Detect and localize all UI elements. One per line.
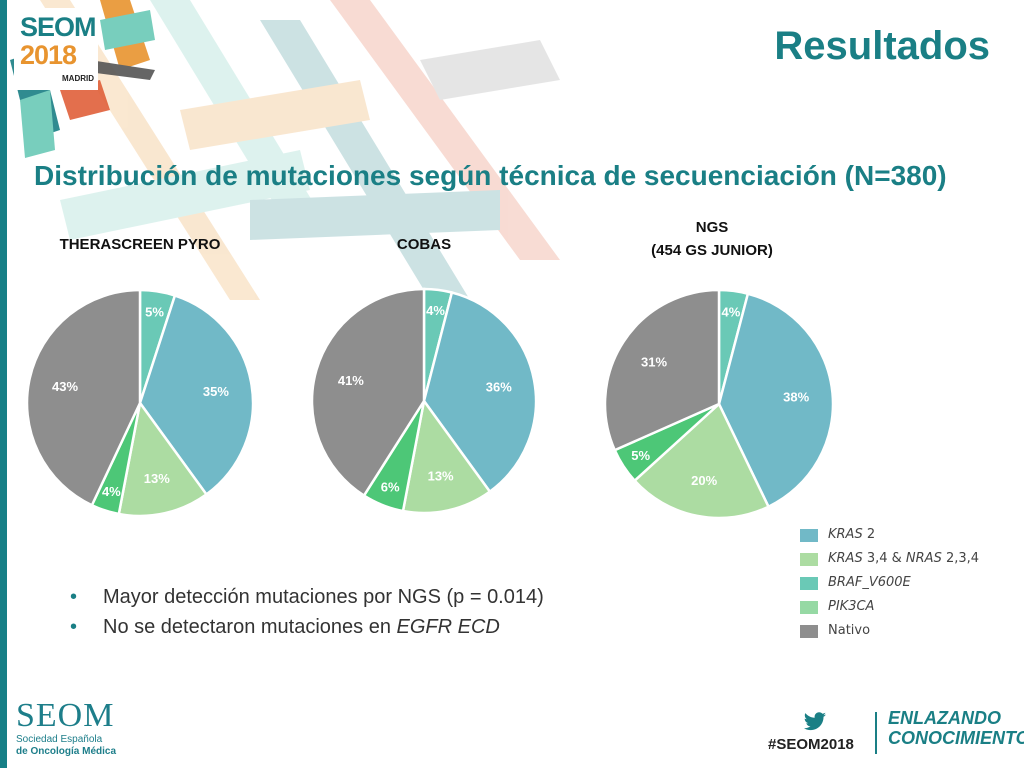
pie-title-ngs-line1: NGS [695, 219, 729, 236]
pie-data-label-kras2: 38% [783, 390, 809, 405]
pie-cobas: 4% 36% 13% 6% 41% [310, 287, 538, 515]
pie-ngs: 4% 38% 20% 5% 31% [603, 288, 835, 520]
pie-data-label-pik3ca: 4% [102, 484, 121, 499]
pie-data-label-kras2: 35% [203, 384, 229, 399]
pie-slice-kras34-nras [632, 401, 771, 520]
pie-data-label-pik3ca: 5% [631, 448, 650, 463]
legend-swatch [800, 625, 818, 638]
legend-swatch [800, 553, 818, 566]
logo-year-text: 2018 [20, 40, 77, 70]
pie-data-label-kras34-nras: 13% [144, 471, 170, 486]
logo-city-text: MADRID [62, 74, 94, 83]
pie-data-label-pik3ca: 6% [381, 479, 400, 494]
slogan-text: ENLAZANDO CONOCIMIENTO [888, 708, 1024, 748]
hashtag-text: #SEOM2018 [768, 736, 854, 753]
pie-data-label-nativo: 41% [338, 373, 364, 388]
twitter-bird-icon [803, 712, 826, 731]
findings-list: Mayor detección mutaciones por NGS (p = … [70, 582, 544, 642]
pie-slice-nativo [603, 288, 721, 452]
slogan-line-1: ENLAZANDO [888, 708, 1001, 728]
legend-label: BRAF_V600E [828, 575, 911, 590]
seom-footer-logo: SEOM Sociedad Española de Oncología Médi… [16, 698, 116, 758]
legend-label: PIK3CA [828, 599, 875, 614]
logo-seom-text: SEOM [20, 12, 97, 42]
pie-slice-kras2 [138, 293, 255, 497]
seom-subtitle-1: Sociedad Española [16, 734, 103, 745]
pie-slice-nativo [310, 287, 426, 498]
pie-data-label-nativo: 31% [641, 355, 667, 370]
pie-slice-kras2 [717, 292, 835, 509]
pie-slice-kras34-nras [401, 397, 492, 515]
footer-divider [875, 712, 877, 754]
pie-title-therascreen-text: THERASCREEN PYRO [59, 236, 221, 253]
pie-data-label-braf: 5% [145, 304, 164, 319]
legend-swatch [800, 577, 818, 590]
legend-label: KRAS 3,4 & NRAS 2,3,4 [828, 551, 980, 566]
finding-item: No se detectaron mutaciones en EGFR ECD [70, 612, 544, 642]
pie-slice-kras2 [422, 290, 538, 494]
legend-label: Nativo [828, 623, 871, 638]
legend-swatch [800, 601, 818, 614]
left-accent-bar [0, 0, 7, 768]
slogan-line-2: CONOCIMIENTO [888, 728, 1024, 748]
pie-therascreen: 5% 35% 13% 4% 43% [25, 288, 255, 518]
seom-subtitle-2: de Oncología Médica [16, 746, 117, 757]
pie-slice-nativo [25, 288, 142, 507]
seom2018-logo: SEOM 2018 MADRID [14, 8, 98, 90]
pie-data-label-kras34-nras: 13% [428, 468, 454, 483]
pie-data-label-braf: 4% [426, 303, 445, 318]
legend-swatch [800, 529, 818, 542]
seom-wordmark: SEOM [16, 697, 115, 734]
slide-subtitle: Distribución de mutaciones según técnica… [34, 160, 947, 191]
pie-data-label-braf: 4% [722, 304, 741, 319]
legend-label: KRAS 2 [828, 527, 876, 542]
pie-title-ngs-line2: (454 GS JUNIOR) [651, 242, 773, 259]
pie-data-label-kras34-nras: 20% [691, 473, 717, 488]
finding-item: Mayor detección mutaciones por NGS (p = … [70, 582, 544, 612]
page-title: Resultados [774, 24, 990, 68]
pie-slice-kras34-nras [117, 399, 209, 518]
pie-data-label-nativo: 43% [52, 379, 78, 394]
pie-data-label-kras2: 36% [486, 380, 512, 395]
pie-title-cobas-text: COBAS [396, 236, 452, 253]
